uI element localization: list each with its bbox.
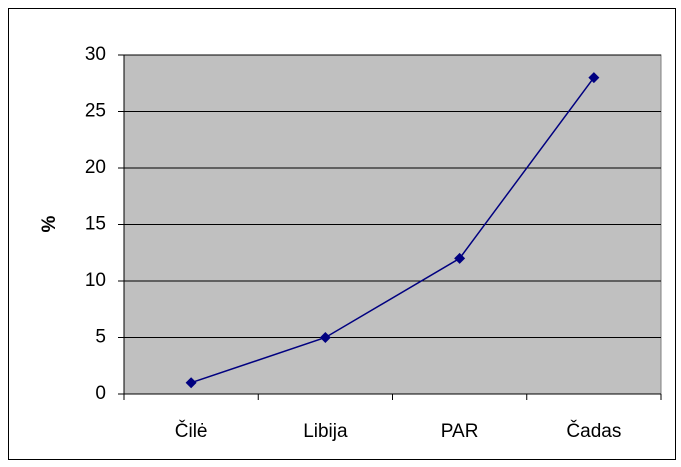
x-tick-label: Čadas <box>566 420 621 442</box>
y-tick-label: 15 <box>85 214 106 235</box>
data-line <box>190 77 595 384</box>
y-axis-label: % <box>39 215 60 232</box>
y-tick-label: 20 <box>85 157 106 178</box>
x-tick-label: Čilė <box>175 420 208 442</box>
y-tick-label: 30 <box>85 44 106 65</box>
data-point <box>185 377 197 389</box>
data-point <box>588 72 600 84</box>
y-tick-label: 10 <box>85 270 106 291</box>
data-point <box>319 332 331 343</box>
x-tick-label: PAR <box>441 421 479 442</box>
y-tick-label: 0 <box>95 383 106 404</box>
x-tick-label: Libija <box>303 421 348 442</box>
y-tick-label: 25 <box>85 101 106 122</box>
data-point <box>454 252 466 264</box>
y-tick-label: 5 <box>95 327 106 348</box>
